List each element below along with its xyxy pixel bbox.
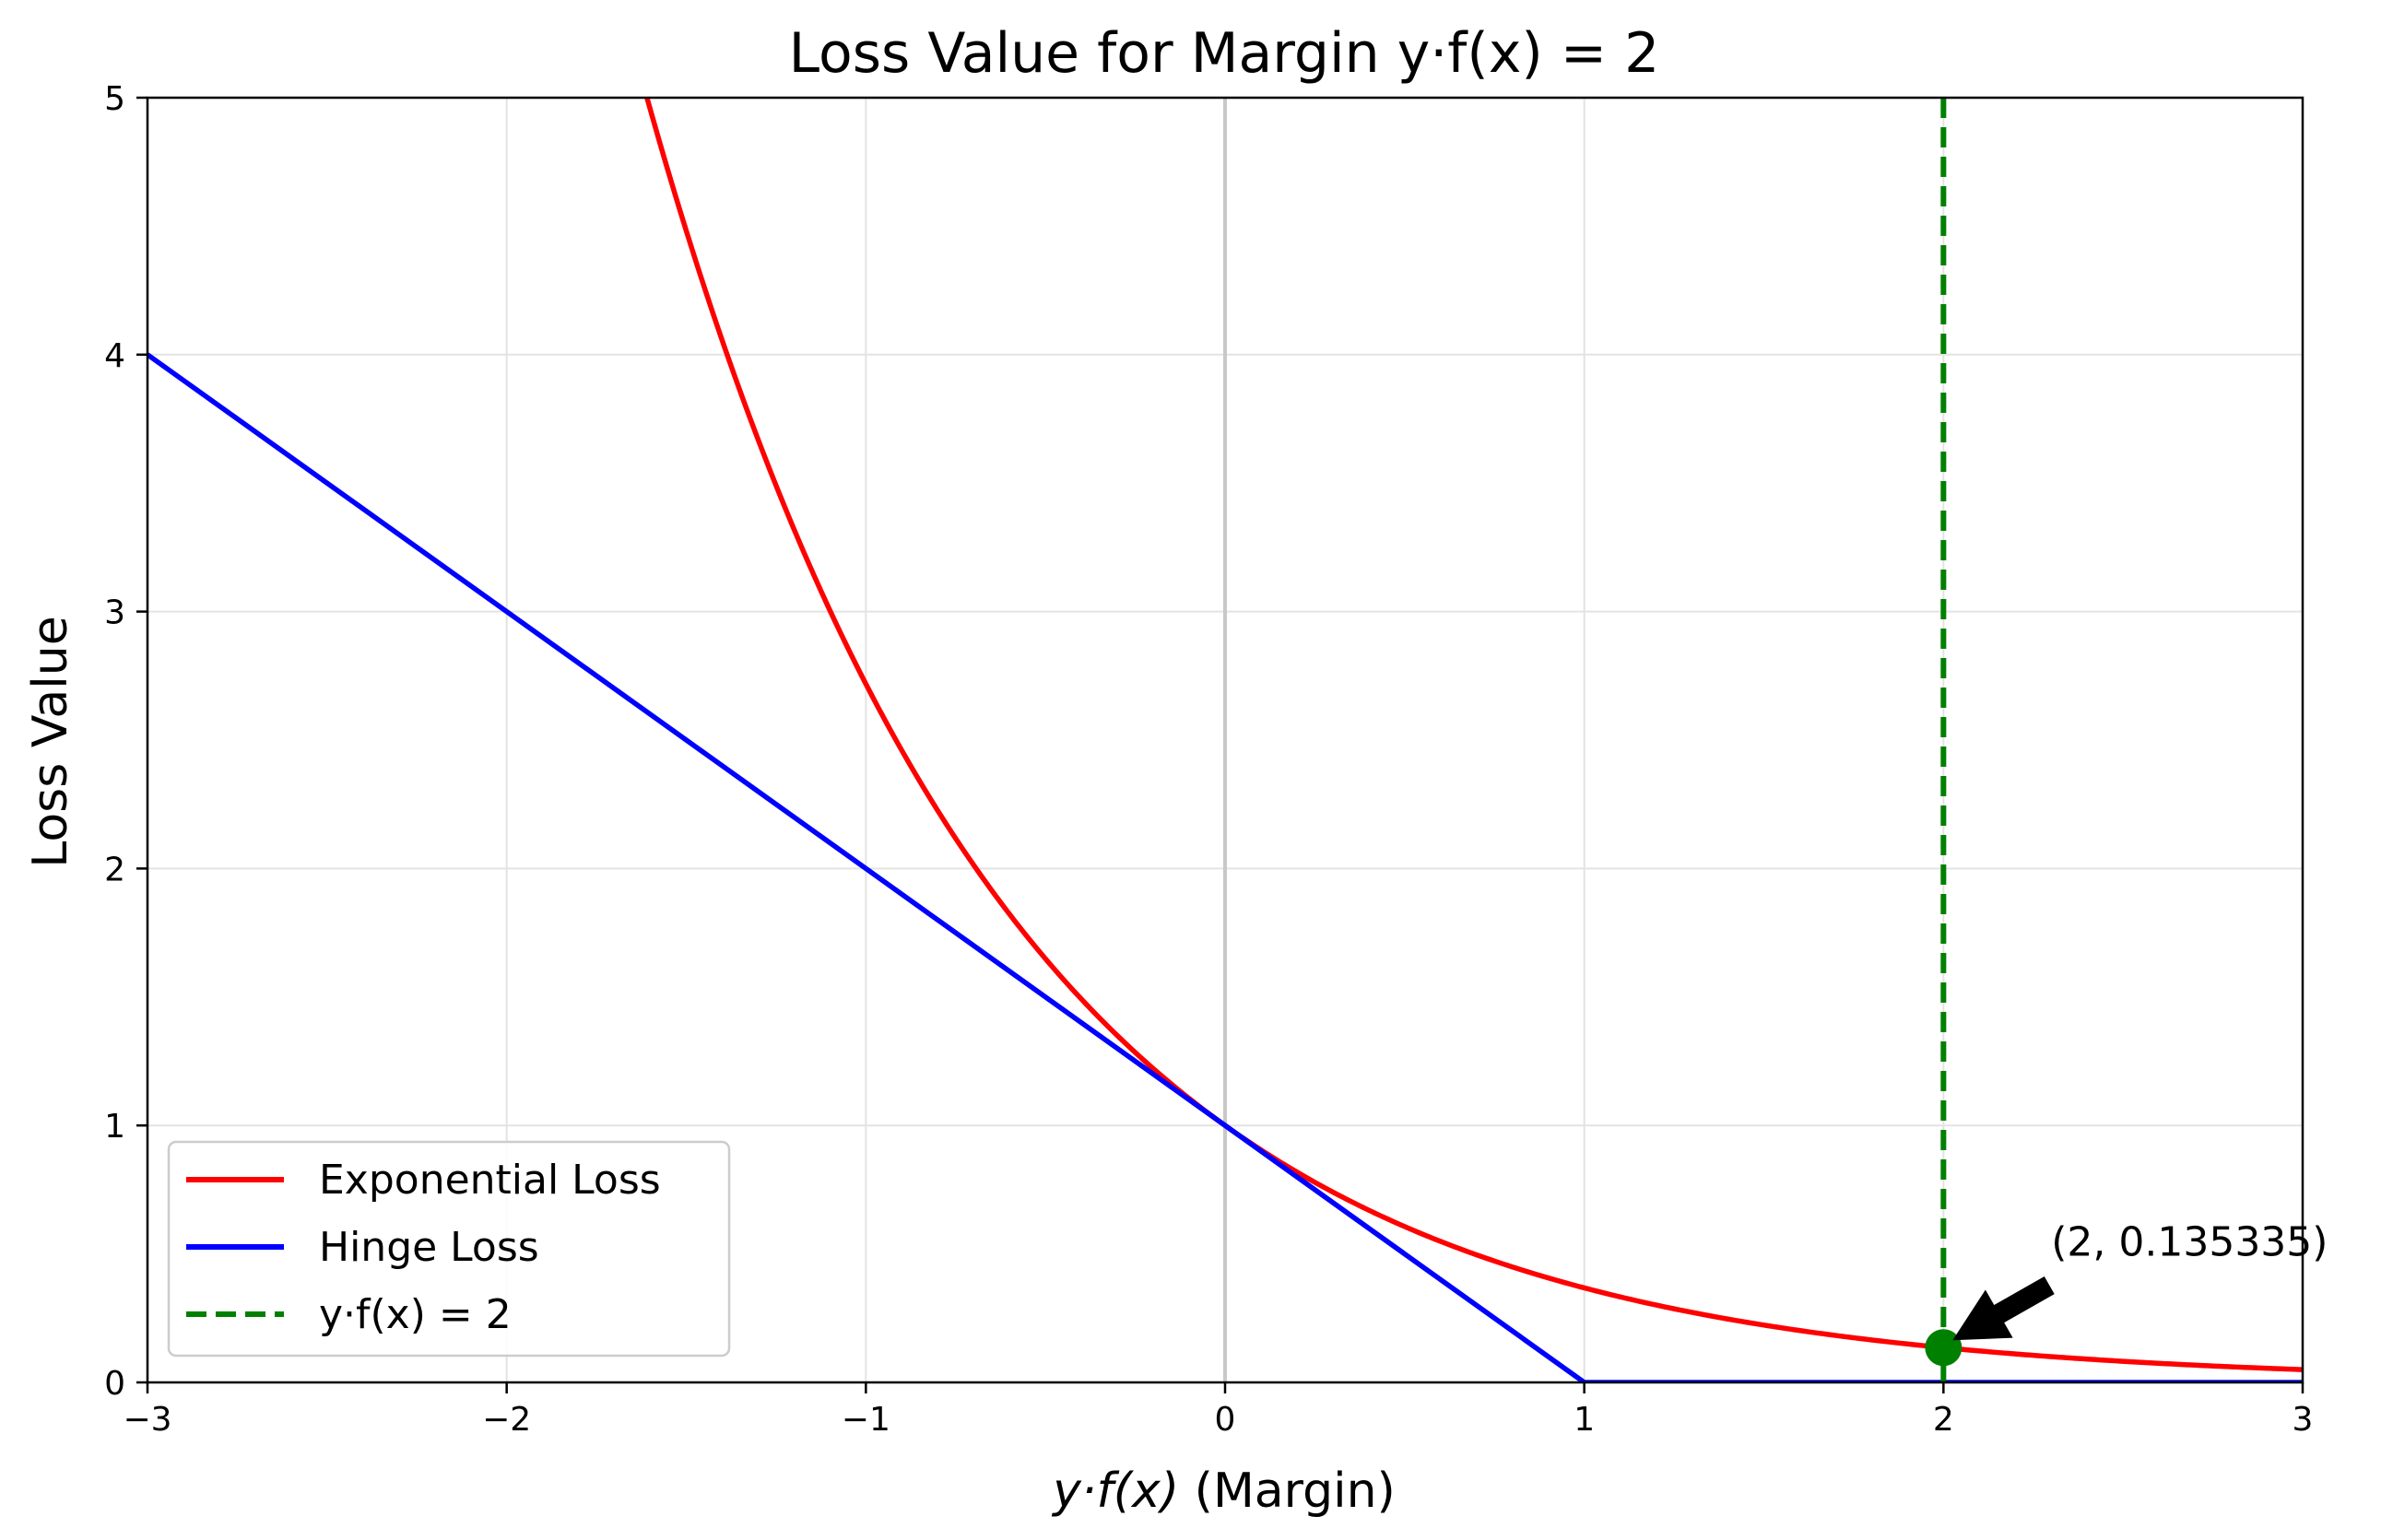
y-tick-label: 2 <box>104 851 125 888</box>
point-annotation: (2, 0.135335) <box>1952 1219 2328 1341</box>
annotation-text: (2, 0.135335) <box>2051 1219 2328 1266</box>
y-tick-label: 1 <box>104 1108 125 1146</box>
x-tick-label: −2 <box>482 1401 531 1439</box>
x-axis-label-italic: y·f(x) <box>1051 1464 1179 1519</box>
y-tick-label: 0 <box>104 1365 125 1403</box>
x-axis-label: y·f(x) (Margin) <box>1051 1464 1396 1519</box>
chart-title: Loss Value for Margin y·f(x) = 2 <box>789 21 1660 86</box>
series-line-hinge <box>147 352 2303 1382</box>
annotation-arrow <box>1952 1276 2055 1341</box>
x-tick-label: −1 <box>842 1401 890 1439</box>
y-axis-label: Loss Value <box>23 616 78 867</box>
legend: Exponential Loss Hinge Loss y·f(x) = 2 <box>167 1140 731 1358</box>
y-tick-label: 4 <box>104 337 125 375</box>
x-tick-label: 3 <box>2293 1401 2314 1439</box>
x-axis-label-rest: (Margin) <box>1179 1464 1396 1519</box>
margin-point-marker <box>1925 1329 1963 1367</box>
x-axis-ticks: −3 −2 −1 0 1 2 3 <box>123 1382 2313 1439</box>
x-tick-label: −3 <box>123 1401 171 1439</box>
legend-label-exponential: Exponential Loss <box>319 1157 661 1204</box>
y-tick-label: 5 <box>104 80 125 118</box>
x-tick-label: 0 <box>1215 1401 1236 1439</box>
series-line-exponential <box>644 98 2303 1372</box>
x-tick-label: 1 <box>1574 1401 1595 1439</box>
legend-box <box>167 1140 731 1358</box>
x-tick-label: 2 <box>1933 1401 1954 1439</box>
legend-label-hinge: Hinge Loss <box>319 1224 539 1271</box>
y-axis-ticks: 0 1 2 3 4 5 <box>104 80 147 1403</box>
legend-label-vline: y·f(x) = 2 <box>319 1291 512 1338</box>
series-lines <box>147 98 2303 1382</box>
y-tick-label: 3 <box>104 594 125 632</box>
